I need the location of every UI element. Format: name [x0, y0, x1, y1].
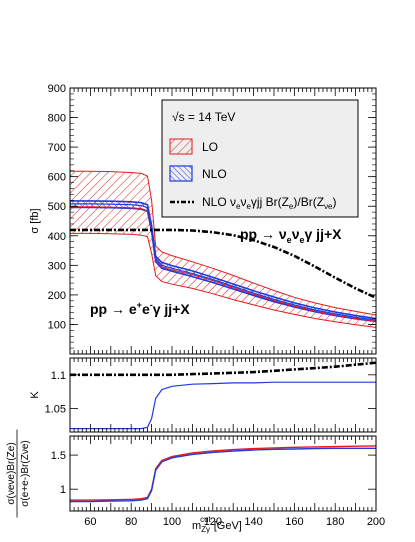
ratio-y-label-denominator: σ(e+e-)Br(Zνe) — [20, 440, 31, 506]
superscript: - — [150, 300, 153, 310]
ratio-y-label-numerator: σ(νeνe)Br(Ze) — [6, 442, 17, 504]
main-y-tick-label: 400 — [48, 231, 66, 243]
text: [GeV] — [214, 520, 242, 532]
ratio-x-tick-label: 200 — [367, 516, 385, 528]
ratio-y-axis-label: σ(νeνe)Br(Ze) σ(e+e-)Br(Zνe) — [6, 429, 31, 518]
axes: 100 200 300 400 500 600 700 800 900 σ [fb] 1.05 1.1… — [6, 83, 385, 534]
ratio-y-tick-label: 1 — [60, 484, 66, 496]
annotation-nunu-process: pp → νeνeγ jj+X — [240, 226, 342, 245]
legend-header: √s = 14 TeV — [172, 110, 235, 124]
text: γjj Br(Z — [251, 195, 289, 209]
legend-nunu-label: NLO νeνeγjj Br(Ze)/Br(Zνe) — [202, 195, 336, 211]
k-factor-y-tick-label: 1.05 — [45, 403, 66, 415]
subscript: Zγ — [201, 525, 210, 534]
main-y-tick-label: 200 — [48, 290, 66, 302]
main-y-tick-label: 100 — [48, 319, 66, 331]
ratio-nlo-line — [70, 447, 376, 503]
ratio-x-tick-label: 120 — [204, 516, 222, 528]
nlo-central-line — [70, 203, 376, 321]
text: ν — [292, 226, 300, 242]
subscript: e — [287, 235, 292, 245]
subscript: νe — [324, 202, 333, 211]
subscript: e — [236, 202, 241, 211]
legend-nlo-label: NLO — [202, 167, 227, 181]
subscript: e — [289, 202, 294, 211]
k-nunu-line — [70, 361, 376, 377]
subscript: e — [299, 235, 304, 245]
k-y-axis-label: K — [29, 391, 41, 399]
nunu-nlo-line — [70, 228, 376, 299]
ratio-x-tick-label: 80 — [125, 516, 137, 528]
lo-central-line — [70, 206, 376, 322]
ratio-x-tick-label: 140 — [244, 516, 262, 528]
main-y-axis-label: σ [fb] — [29, 208, 41, 233]
text: e — [142, 301, 150, 317]
main-y-tick-label: 700 — [48, 142, 66, 154]
annotations: pp → νeνeγ jj+X pp → e+e-γ jj+X — [90, 226, 342, 317]
ratio-x-tick-label: 100 — [163, 516, 181, 528]
ratio-y-tick-label: 1.5 — [51, 450, 66, 462]
ratio-x-tick-label: 60 — [84, 516, 96, 528]
subscript: e — [246, 202, 251, 211]
superscript: cut — [200, 515, 211, 524]
series-lines — [70, 203, 376, 503]
text: ) — [332, 195, 336, 209]
main-frame — [69, 87, 377, 355]
ratio-frame — [69, 435, 377, 512]
legend-lo-swatch — [169, 138, 193, 155]
text: ν — [240, 195, 246, 209]
annotation-ee-process: pp → e+e-γ jj+X — [90, 300, 190, 317]
k-factor-frame — [69, 357, 377, 433]
k-ee-line — [70, 381, 376, 430]
legend-lo-label: LO — [202, 140, 218, 154]
ratio-x-tick-label: 160 — [285, 516, 303, 528]
k-factor-y-tick-label: 1.1 — [51, 370, 66, 382]
legend-box — [161, 99, 359, 218]
main-y-tick-label: 500 — [48, 201, 66, 213]
main-y-tick-label: 600 — [48, 172, 66, 184]
x-axis-label: mZγcut[GeV] — [192, 515, 242, 534]
legend-nlo-swatch — [169, 165, 193, 182]
ratio-x-tick-label: 180 — [326, 516, 344, 528]
ratio-lo-line — [70, 445, 376, 501]
main-y-tick-label: 300 — [48, 260, 66, 272]
superscript: + — [137, 300, 142, 310]
text: )/Br(Z — [293, 195, 324, 209]
main-y-tick-label: 900 — [48, 83, 66, 95]
text: γ jj+X — [153, 301, 191, 317]
main-y-tick-label: 800 — [48, 113, 66, 125]
text: γ jj+X — [305, 226, 343, 242]
